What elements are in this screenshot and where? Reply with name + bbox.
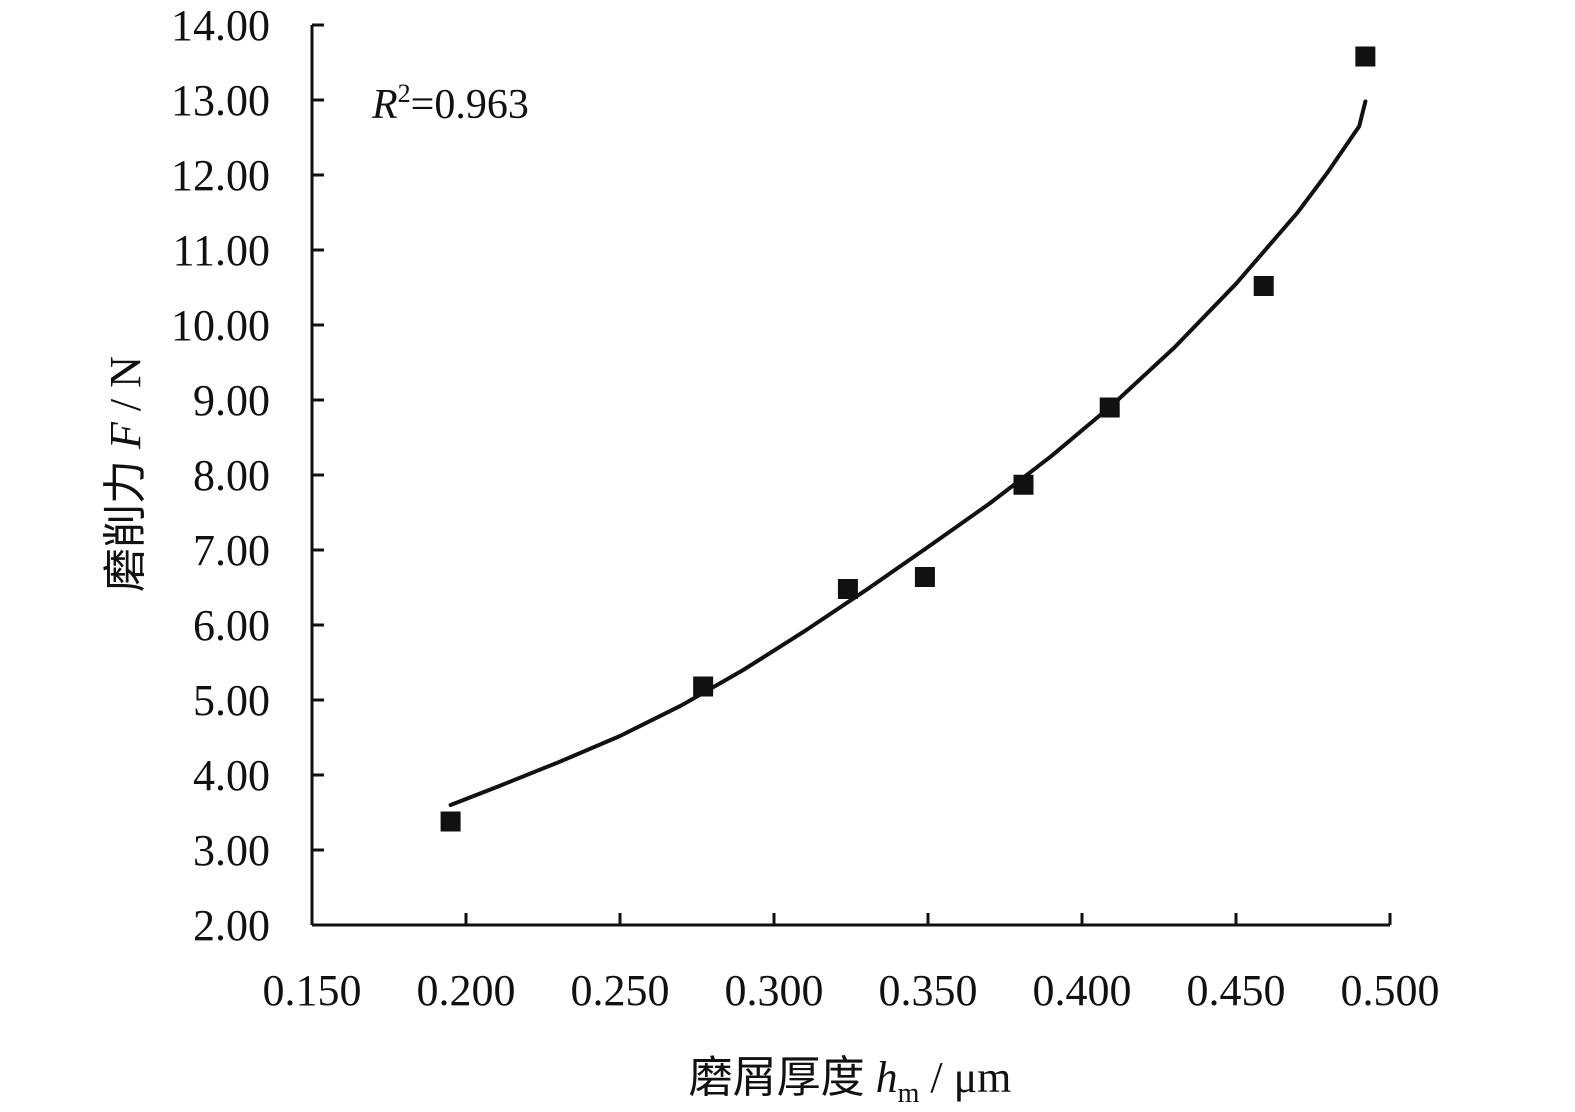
data-point <box>914 567 935 587</box>
r-squared-annotation: R2=0.963 <box>371 79 529 128</box>
y-tick-label: 9.00 <box>193 376 270 425</box>
y-tick-label: 12.00 <box>171 151 270 200</box>
y-tick-label: 3.00 <box>193 826 270 875</box>
x-axis-title-main: 磨屑厚度 <box>689 1053 876 1102</box>
data-point <box>1013 474 1034 495</box>
axes <box>310 25 1390 927</box>
x-tick-label: 0.400 <box>1033 966 1132 1015</box>
data-point <box>837 579 858 599</box>
x-tick-label: 0.500 <box>1341 966 1440 1015</box>
y-axis-title-unit: / N <box>101 356 150 422</box>
y-axis-title-var: F <box>101 421 150 450</box>
x-tick-label: 0.200 <box>417 966 516 1015</box>
r-squared-sup: 2 <box>398 79 411 108</box>
y-tick-label: 4.00 <box>193 751 270 800</box>
data-point <box>1099 397 1120 418</box>
y-tick-label: 2.00 <box>193 901 270 950</box>
y-tick-label: 11.00 <box>173 226 270 275</box>
data-point <box>1355 46 1376 67</box>
x-tick-label: 0.250 <box>571 966 670 1015</box>
r-squared-var: R <box>371 82 398 128</box>
data-point <box>693 676 714 697</box>
x-axis-title-sub: m <box>898 1078 920 1109</box>
x-tick-label: 0.150 <box>263 966 362 1015</box>
x-tick-label: 0.350 <box>879 966 978 1015</box>
y-tick-label: 7.00 <box>193 526 270 575</box>
fit-curve-group <box>448 99 1368 807</box>
fit-curve <box>448 99 1368 807</box>
x-axis-title-var: h <box>876 1053 898 1102</box>
data-point <box>440 811 461 832</box>
x-axis-title-unit: / μm <box>919 1053 1011 1102</box>
data-points <box>440 46 1376 832</box>
y-tick-label: 13.00 <box>171 76 270 125</box>
y-tick-label: 5.00 <box>193 676 270 725</box>
y-tick-label: 8.00 <box>193 451 270 500</box>
y-axis-title: 磨削力 F / N <box>101 356 150 592</box>
y-tick-label: 14.00 <box>171 1 270 50</box>
x-tick-label: 0.300 <box>725 966 824 1015</box>
y-tick-label: 10.00 <box>171 301 270 350</box>
y-axis-title-main: 磨削力 <box>101 449 150 592</box>
x-tick-label: 0.450 <box>1187 966 1286 1015</box>
x-axis-title: 磨屑厚度 hm / μm <box>689 1053 1012 1109</box>
y-tick-label: 6.00 <box>193 601 270 650</box>
ticks: 2.00 3.00 4.00 5.00 6.00 7.00 8.00 9.00 10.00 11.… <box>171 1 1440 1015</box>
r-squared-value: =0.963 <box>411 82 529 128</box>
data-point <box>1253 276 1274 296</box>
